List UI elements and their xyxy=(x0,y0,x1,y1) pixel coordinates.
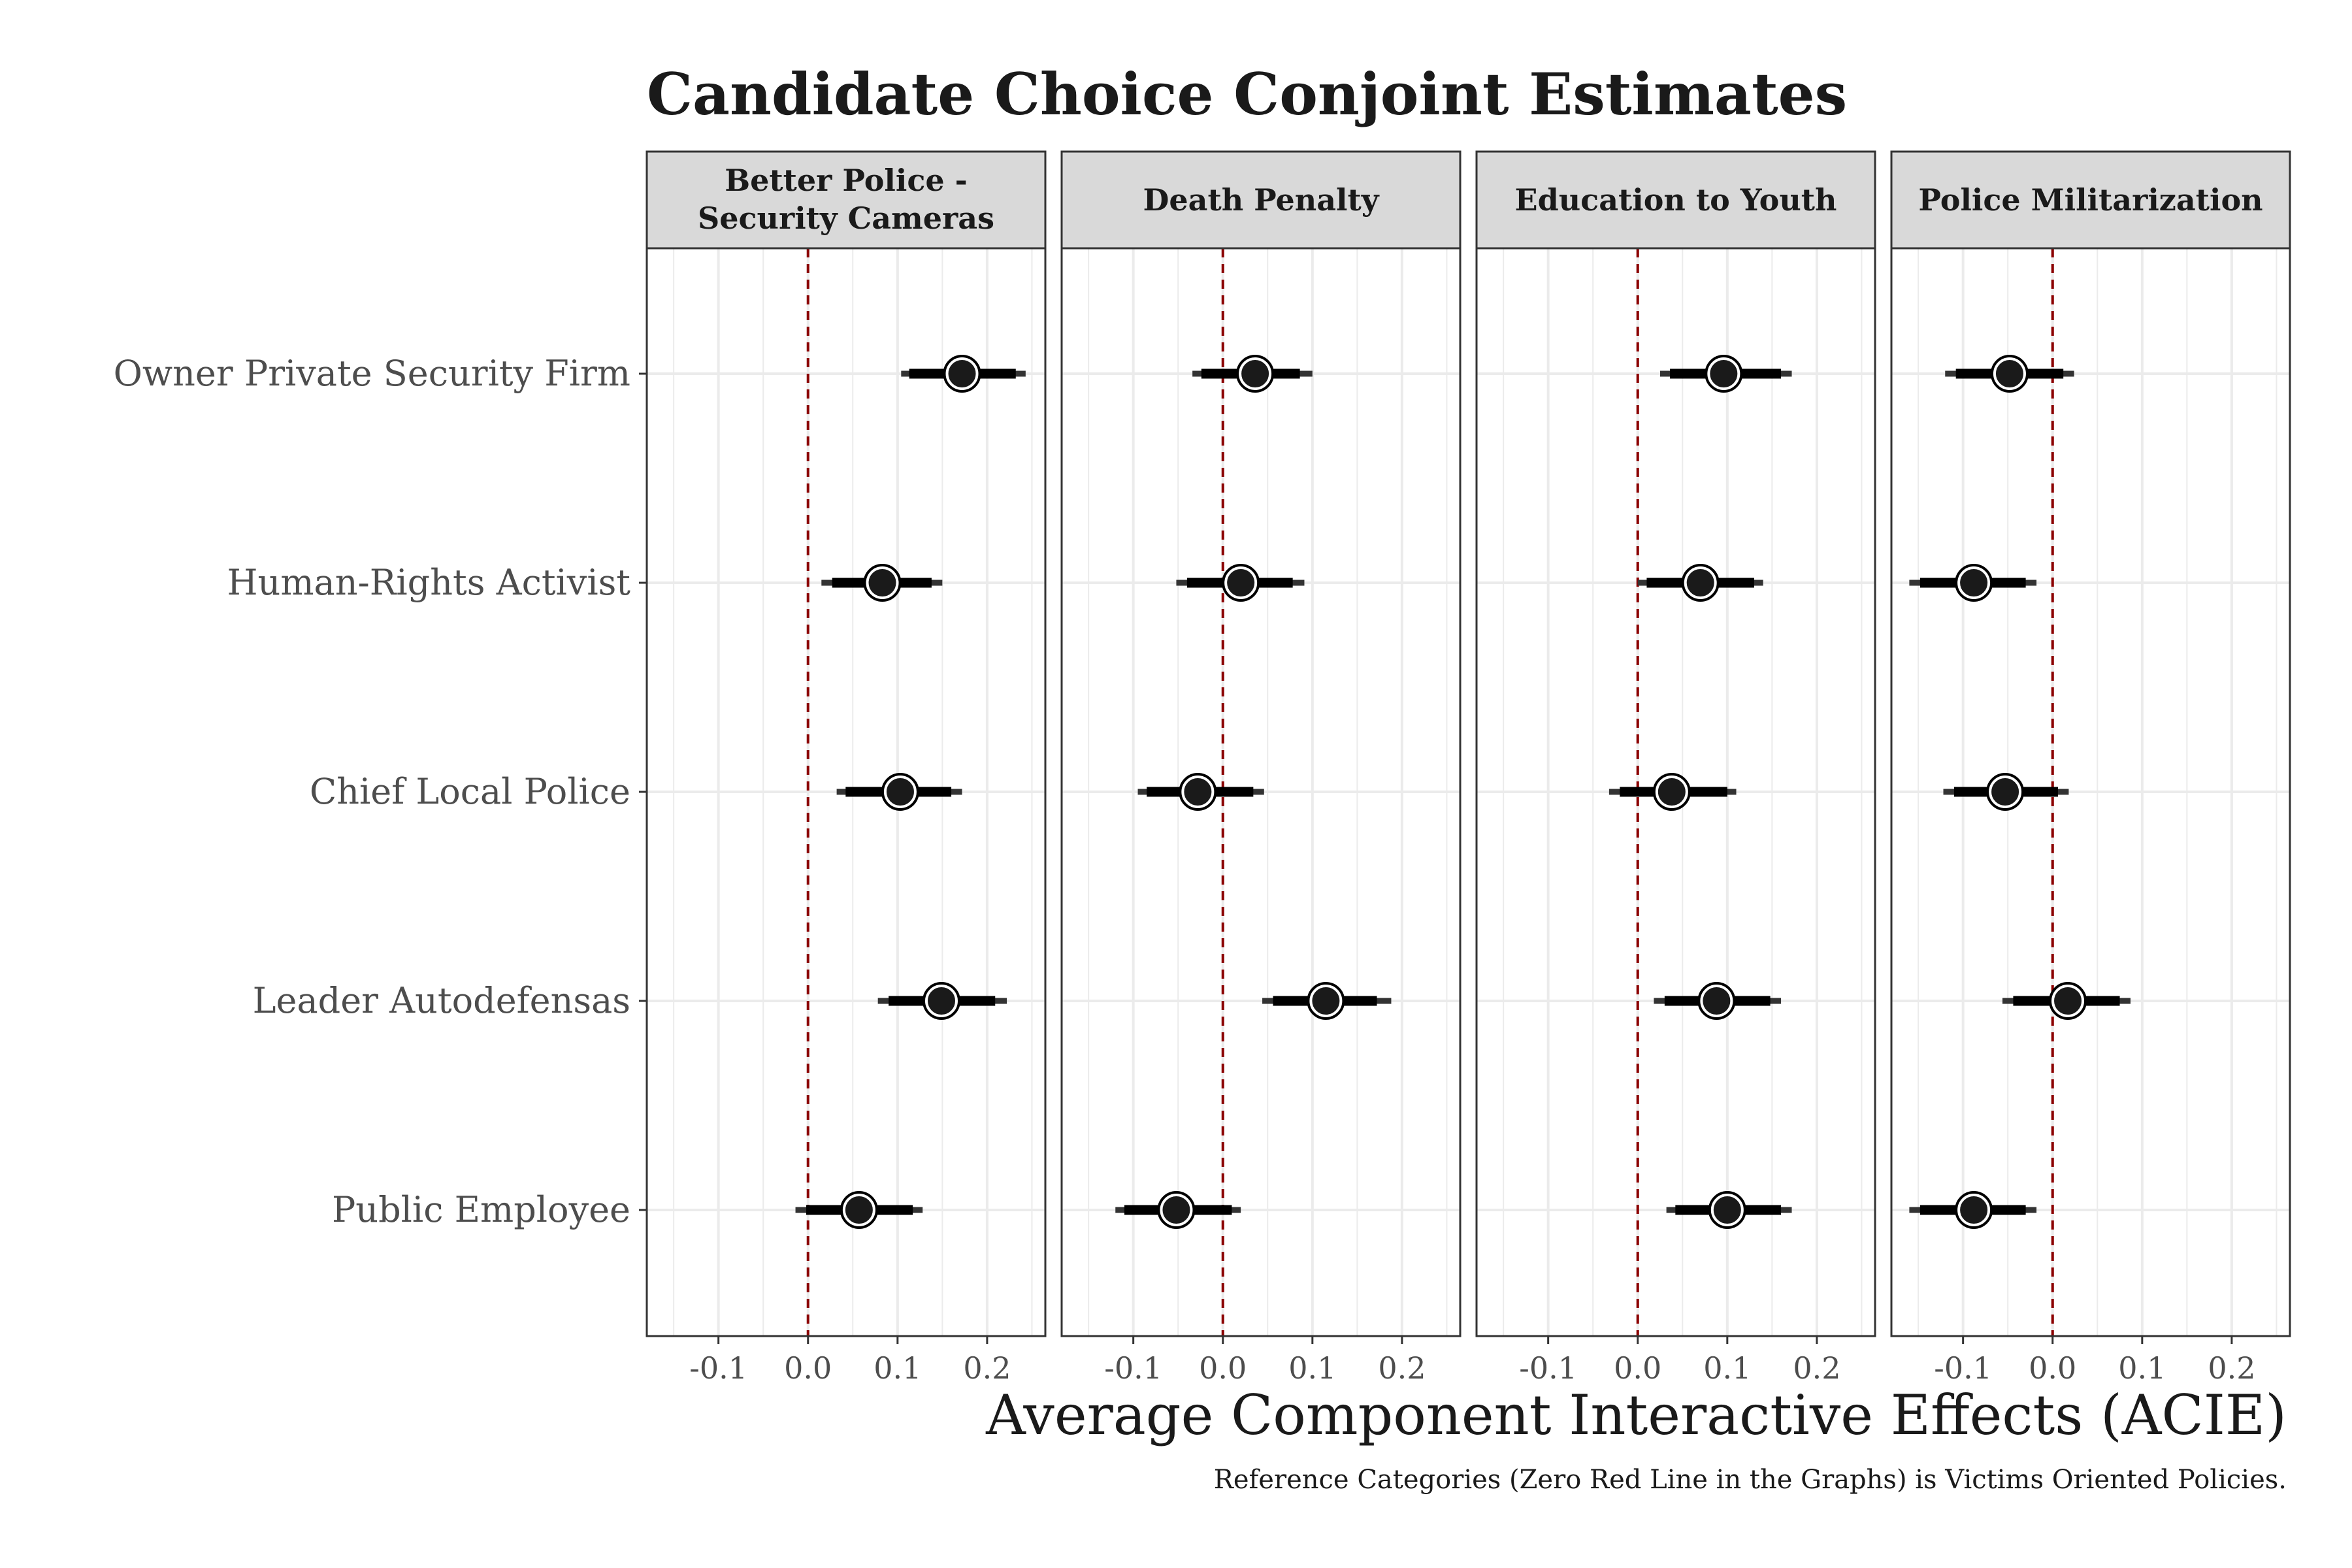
point-estimate xyxy=(1236,355,1275,393)
x-axis-title: Average Component Interactive Effects (A… xyxy=(985,1383,2287,1447)
facet-strip xyxy=(1475,150,1876,250)
facet-strip xyxy=(1890,150,2291,250)
facet-strip-label: Education to Youth xyxy=(1515,182,1837,218)
point-estimate-ring xyxy=(945,357,979,390)
facet-panel: Police Militarization -0.1 0.0 0.1 0.2 xyxy=(1890,150,2291,1386)
x-tick-label: 0.2 xyxy=(1793,1350,1840,1386)
point-estimate xyxy=(840,1191,878,1229)
x-tick-label: 0.0 xyxy=(2029,1350,2076,1386)
point-estimate-ring xyxy=(924,985,958,1017)
facet-strip-label: Police Militarization xyxy=(1918,182,2262,218)
point-estimate-ring xyxy=(1993,357,2026,390)
point-estimate-ring xyxy=(2051,985,2085,1017)
point-estimate xyxy=(943,355,981,393)
point-estimate-ring xyxy=(1957,1194,1991,1226)
point-estimate-ring xyxy=(842,1194,875,1226)
x-tick-label: 0.2 xyxy=(963,1350,1011,1386)
facet-panel: Education to Youth -0.1 0.0 0.1 0.2 xyxy=(1475,150,1876,1386)
point-estimate-ring xyxy=(1655,776,1688,808)
y-tick-label: Leader Autodefensas xyxy=(253,980,630,1021)
x-tick-label: 0.1 xyxy=(1703,1350,1751,1386)
point-estimate-ring xyxy=(1239,357,1272,390)
point-estimate-ring xyxy=(1989,776,2022,808)
facet-panels: Better Police -Security Cameras -0.1 0.0 0.… xyxy=(645,150,2291,1386)
point-estimate-ring xyxy=(1181,776,1215,808)
point-estimate xyxy=(1955,564,1993,602)
point-estimate-ring xyxy=(883,776,917,808)
y-tick-label: Chief Local Police xyxy=(310,771,630,812)
point-estimate-ring xyxy=(1957,566,1991,599)
point-estimate-ring xyxy=(1700,985,1733,1017)
facet-panel: Death Penalty -0.1 0.0 0.1 0.2 xyxy=(1060,150,1462,1386)
point-estimate xyxy=(1708,1191,1746,1229)
y-tick-label: Owner Private Security Firm xyxy=(114,353,630,394)
point-estimate xyxy=(1681,564,1720,602)
x-tick-label: 0.0 xyxy=(1199,1350,1247,1386)
point-estimate-ring xyxy=(1707,357,1740,390)
point-estimate xyxy=(922,982,960,1020)
x-tick-label: 0.2 xyxy=(1378,1350,1426,1386)
point-estimate xyxy=(1955,1191,1993,1229)
point-estimate xyxy=(1697,982,1736,1020)
point-estimate xyxy=(881,773,919,811)
facet-panel: Better Police -Security Cameras -0.1 0.0 0.… xyxy=(645,150,1047,1386)
facet-strip xyxy=(1060,150,1462,250)
point-estimate xyxy=(863,564,902,602)
point-estimate xyxy=(1705,355,1743,393)
point-estimate xyxy=(1986,773,2025,811)
x-tick-label: 0.0 xyxy=(784,1350,832,1386)
chart-title: Candidate Choice Conjoint Estimates xyxy=(647,60,1847,128)
point-estimate-ring xyxy=(1710,1194,1744,1226)
facet-strip-label: Death Penalty xyxy=(1143,182,1380,218)
point-estimate xyxy=(1157,1191,1196,1229)
facet-strip xyxy=(645,150,1047,250)
x-tick-label: -0.1 xyxy=(1104,1350,1162,1386)
point-estimate xyxy=(1222,564,1260,602)
point-estimate xyxy=(1307,982,1345,1020)
point-estimate-ring xyxy=(1160,1194,1193,1226)
point-estimate xyxy=(2049,982,2087,1020)
y-tick-label: Public Employee xyxy=(332,1189,630,1230)
point-estimate xyxy=(1652,773,1691,811)
point-estimate xyxy=(1990,355,2029,393)
facet-strip-label: Better Police - xyxy=(725,163,968,198)
x-tick-label: 0.0 xyxy=(1614,1350,1661,1386)
category-labels: Owner Private Security Firm Human-Rights … xyxy=(114,353,647,1230)
point-estimate xyxy=(1179,773,1217,811)
point-estimate-ring xyxy=(1224,566,1258,599)
x-tick-label: 0.2 xyxy=(2208,1350,2255,1386)
y-tick-label: Human-Rights Activist xyxy=(227,562,630,603)
point-estimate-ring xyxy=(1309,985,1343,1017)
x-tick-label: 0.1 xyxy=(874,1350,921,1386)
point-estimate-ring xyxy=(1684,566,1717,599)
x-tick-label: 0.1 xyxy=(1288,1350,1336,1386)
x-tick-label: 0.1 xyxy=(2118,1350,2166,1386)
x-tick-label: -0.1 xyxy=(1519,1350,1577,1386)
x-tick-label: -0.1 xyxy=(1934,1350,1992,1386)
chart-caption: Reference Categories (Zero Red Line in t… xyxy=(1214,1465,2287,1495)
x-tick-label: -0.1 xyxy=(689,1350,747,1386)
point-estimate-ring xyxy=(866,566,899,599)
facet-strip-label: Security Cameras xyxy=(698,201,994,236)
